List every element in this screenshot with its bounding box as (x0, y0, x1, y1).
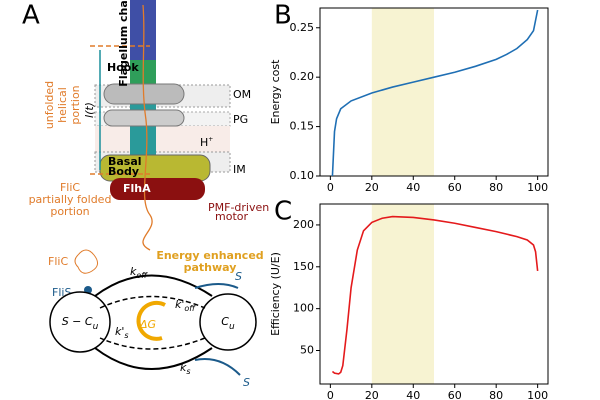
x-tick-label: 100 (527, 389, 548, 400)
energy-cycle (136, 300, 166, 341)
basal-label: Body (108, 165, 139, 178)
folded-label: portion (50, 205, 89, 218)
s-arrow (194, 283, 239, 289)
y-tick-label: 200 (293, 218, 314, 231)
channel-label: Flagellum channel (117, 0, 130, 87)
y-axis-label: Efficiency (U/E) (269, 252, 282, 336)
om-label: OM (233, 88, 251, 101)
pg-label: PG (233, 113, 248, 126)
pathway-label: Energy enhanced (156, 249, 263, 262)
y-tick-label: 50 (300, 344, 314, 357)
s-arrow (194, 358, 241, 376)
flic-label: FliC (48, 255, 68, 268)
rate-label: koff (130, 265, 148, 280)
state-label: Cu (221, 315, 235, 332)
x-tick-label: 40 (406, 389, 420, 400)
panel-label: C (274, 197, 292, 227)
periplasm (95, 126, 230, 152)
y-tick-label: 150 (293, 260, 314, 273)
panel-label: A (22, 1, 40, 31)
x-tick-label: 60 (448, 389, 462, 400)
flha-label: FlhA (123, 182, 151, 195)
hook-label: Hook (107, 61, 139, 74)
unfolded-label: helical (56, 87, 69, 123)
x-tick-label: 20 (365, 181, 379, 194)
length-label: l(t) (83, 102, 96, 118)
shaded-region (371, 8, 434, 176)
state-node (199, 293, 257, 351)
flha (110, 178, 205, 200)
x-tick-label: 80 (489, 389, 503, 400)
x-tick-label: 0 (327, 181, 334, 194)
data-line (331, 215, 539, 375)
dg-label: ΔG (139, 318, 156, 331)
s-label: S (243, 376, 250, 389)
motor-label: PMF-driven (208, 201, 269, 214)
panel-label: B (274, 1, 292, 31)
plot-frame (319, 203, 549, 385)
diagram: A Flagellum channel Hook OM PG IM H+ Bas… (22, 0, 269, 389)
motor-label: motor (215, 210, 248, 223)
state-label: S − Cu (62, 315, 99, 332)
data-line (331, 9, 539, 177)
rate-label: ks (180, 361, 191, 376)
y-tick-label: 0.10 (290, 169, 315, 182)
p-ring (103, 109, 185, 127)
arrow (94, 347, 213, 370)
folded-label: partially folded (29, 193, 112, 206)
basal-label: Basal (108, 155, 142, 168)
unfolded-label: portion (69, 85, 82, 124)
folded-label: FliC (60, 181, 80, 194)
shaded-region (371, 204, 434, 384)
arrow (94, 274, 213, 297)
protein-chain (142, 4, 153, 251)
pathway-label: pathway (184, 261, 237, 274)
y-tick-label: 100 (293, 302, 314, 315)
x-tick-label: 40 (406, 181, 420, 194)
unfolded-label: unfolded (43, 81, 56, 129)
state-node (49, 291, 111, 353)
rate-label: k'off (175, 298, 196, 313)
x-tick-label: 80 (489, 181, 503, 194)
y-axis-label: Energy cost (269, 59, 282, 125)
x-tick-label: 60 (448, 181, 462, 194)
s-label: S (235, 270, 242, 283)
x-tick-label: 100 (527, 181, 548, 194)
y-tick-label: 0.15 (290, 120, 315, 133)
plot-frame (319, 7, 549, 177)
proton-label: H+ (200, 136, 213, 150)
arrow (99, 295, 206, 309)
arrow (99, 337, 206, 350)
im-label: IM (233, 163, 246, 176)
x-tick-label: 20 (365, 389, 379, 400)
rate-label: k's (115, 325, 129, 340)
flic-icon (74, 249, 98, 274)
y-tick-label: 0.20 (290, 70, 315, 83)
y-tick-label: 0.25 (290, 21, 315, 34)
x-tick-label: 0 (327, 389, 334, 400)
